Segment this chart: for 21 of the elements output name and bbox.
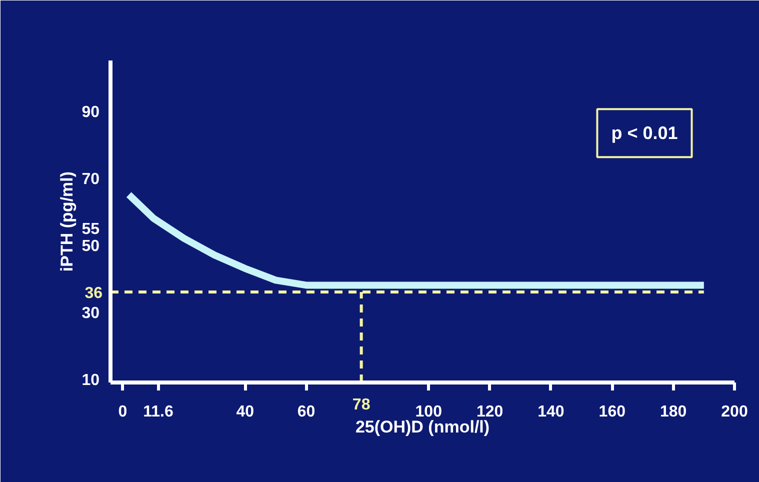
x-tick-label: 60 bbox=[297, 404, 316, 420]
x-tick-label: 180 bbox=[660, 404, 687, 420]
y-tick-label: 30 bbox=[82, 305, 100, 322]
x-tick-label: 100 bbox=[415, 404, 442, 420]
annotation: p < 0.01 bbox=[611, 123, 678, 144]
x-tick-label: 40 bbox=[236, 404, 254, 420]
y-tick-label: 50 bbox=[82, 238, 100, 255]
y-tick-label: 55 bbox=[82, 221, 100, 238]
x-axis-title: 25(OH)D (nmol/l) bbox=[355, 418, 490, 436]
ref-line-label: 78 bbox=[352, 396, 370, 414]
y-tick-label: 70 bbox=[82, 170, 100, 188]
x-tick-label: 160 bbox=[598, 404, 626, 420]
x-tick-label: 200 bbox=[721, 404, 748, 420]
y-tick-label: 90 bbox=[82, 104, 100, 121]
x-tick-label: 140 bbox=[538, 404, 564, 420]
x-tick-label: 120 bbox=[476, 404, 504, 420]
y-axis-title: iPTH (pg/ml) bbox=[58, 171, 77, 272]
x-tick-label: 11.6 bbox=[143, 404, 174, 420]
y-tick-label: 10 bbox=[82, 372, 100, 390]
x-tick-label: 0 bbox=[118, 404, 128, 420]
ref-line-label: 36 bbox=[84, 284, 103, 302]
